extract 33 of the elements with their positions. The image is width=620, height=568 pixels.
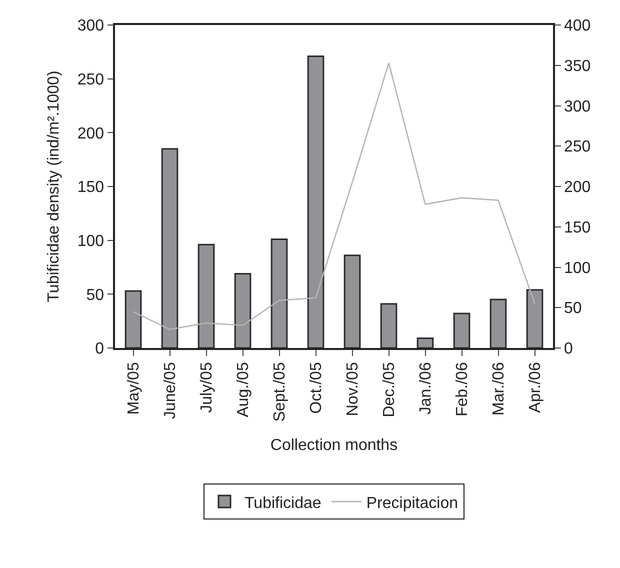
x-tick-label: Mar./06 xyxy=(490,362,508,416)
x-tick-label: Apr./06 xyxy=(526,362,544,413)
y2-tick-label: 150 xyxy=(564,219,591,236)
x-tick-label: May/05 xyxy=(125,362,142,415)
x-tick-label: Nov./05 xyxy=(344,362,362,416)
x-axis-title: Collection months xyxy=(270,436,398,454)
y2-tick-label: 250 xyxy=(564,138,591,156)
y2-tick-label: 350 xyxy=(564,58,591,75)
x-tick-label: July/05 xyxy=(198,362,216,413)
legend-label: Precipitacion xyxy=(366,494,458,512)
x-tick-label: Dec./05 xyxy=(380,362,398,418)
legend-label: Tubificidae xyxy=(244,494,322,512)
y-axis-title: Tubificidae density (ind/m².1000) xyxy=(46,70,63,302)
y2-tick-label: 400 xyxy=(564,18,591,35)
x-tick-label: Aug./05 xyxy=(234,362,252,418)
y-tick-label: 150 xyxy=(77,179,104,196)
y-tick-label: 200 xyxy=(77,125,104,142)
y-tick-label: 100 xyxy=(77,232,104,250)
x-tick-label: Sept./05 xyxy=(271,362,288,422)
y2-tick-label: 300 xyxy=(564,98,591,116)
y-tick-label: 0 xyxy=(95,340,104,358)
x-tick-label: June/05 xyxy=(162,362,179,420)
y-tick-label: 50 xyxy=(86,286,104,304)
y2-tick-label: 200 xyxy=(564,179,591,196)
y-tick-label: 250 xyxy=(77,71,104,88)
y2-tick-label: 100 xyxy=(564,260,591,277)
x-tick-label: Jan./06 xyxy=(417,362,434,415)
y2-tick-label: 50 xyxy=(564,300,582,318)
x-tick-label: Feb./06 xyxy=(454,362,471,416)
line-series xyxy=(132,62,536,330)
y-tick-label: 300 xyxy=(77,18,104,35)
y2-tick-label: 0 xyxy=(564,340,573,358)
x-tick-label: Oct./05 xyxy=(308,362,325,414)
